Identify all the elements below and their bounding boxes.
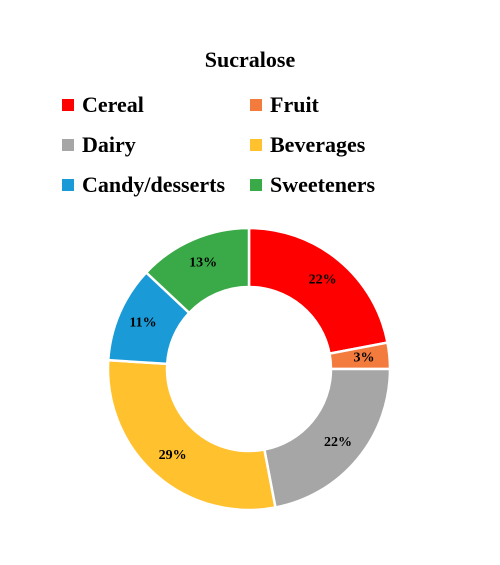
legend-item-beverages: Beverages [250,132,365,158]
legend-swatch-sweeteners [250,179,262,191]
legend-swatch-dairy [62,139,74,151]
legend-label-cereal: Cereal [82,92,144,117]
data-label-fruit: 3% [353,351,374,366]
data-label-candy-desserts: 11% [129,316,156,331]
legend-label-candy-desserts: Candy/desserts [82,172,226,197]
data-label-cereal: 22% [309,273,337,288]
legend-swatch-beverages [250,139,262,151]
data-label-beverages: 29% [159,448,187,463]
data-label-dairy: 22% [324,435,352,450]
legend-item-dairy: Dairy [62,132,136,158]
data-label-sweeteners: 13% [189,255,217,270]
legend-item-candy-desserts: Candy/desserts [62,172,225,198]
legend-label-fruit: Fruit [270,92,319,117]
legend-item-fruit: Fruit [250,92,319,118]
legend-label-dairy: Dairy [82,132,136,157]
chart-title: Sucralose [204,47,296,72]
donut-slice-cereal [247,226,389,356]
legend-swatch-cereal [62,99,74,111]
legend-item-sweeteners: Sweeteners [250,172,375,198]
legend-item-cereal: Cereal [62,92,144,118]
legend-swatch-fruit [250,99,262,111]
legend-label-sweeteners: Sweeteners [270,172,376,197]
legend-label-beverages: Beverages [270,132,366,157]
donut-slice-sweeteners [144,226,251,315]
donut-slice-beverages [106,358,277,512]
chart-legend: Cereal Fruit Dairy Beverages Candy/desse… [0,0,500,210]
legend-swatch-candy-desserts [62,179,74,191]
